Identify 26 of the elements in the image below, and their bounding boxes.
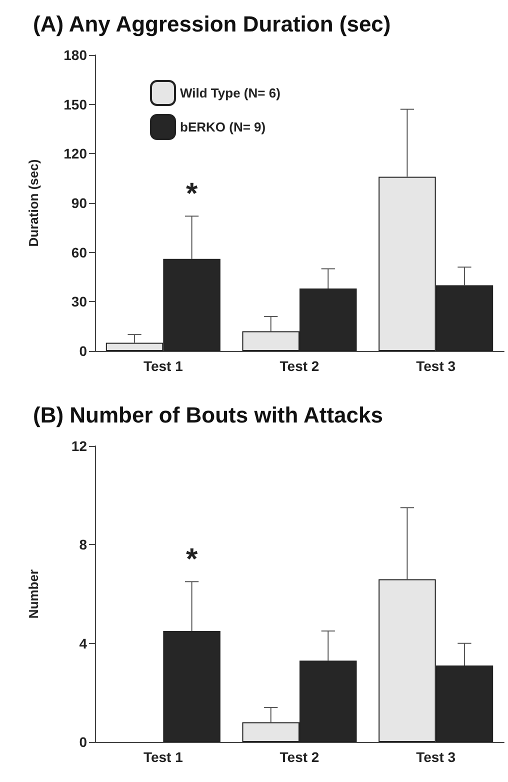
y-axis-title: Number [26, 569, 41, 619]
x-tick-label: Test 3 [416, 358, 456, 374]
chart-title: (A) Any Aggression Duration (sec) [33, 12, 391, 36]
y-tick-label: 12 [71, 438, 88, 454]
legend-label: bERKO (N= 9) [180, 120, 266, 134]
y-tick-label: 180 [64, 47, 88, 63]
y-tick-label: 30 [71, 294, 88, 310]
x-tick-label: Test 3 [416, 749, 456, 765]
y-tick-label: 60 [71, 244, 88, 260]
y-tick-label: 8 [79, 536, 88, 553]
y-tick-label: 120 [64, 146, 88, 162]
y-tick-label: 4 [79, 635, 88, 652]
y-tick-label: 0 [79, 734, 88, 750]
y-axis-title: Duration (sec) [26, 159, 41, 247]
x-tick-label: Test 1 [143, 749, 184, 765]
bar [163, 631, 220, 742]
y-tick-label: 90 [71, 195, 88, 211]
legend-label: Wild Type (N= 6) [180, 86, 280, 100]
chart-title: (B) Number of Bouts with Attacks [33, 402, 383, 428]
y-tick-label: 0 [79, 343, 88, 359]
annotation: * [186, 178, 198, 211]
y-tick-label: 150 [64, 96, 88, 112]
annotation: * [186, 543, 198, 576]
x-tick-label: Test 2 [280, 358, 320, 374]
x-tick-label: Test 2 [280, 749, 320, 765]
x-tick-label: Test 1 [143, 358, 184, 374]
